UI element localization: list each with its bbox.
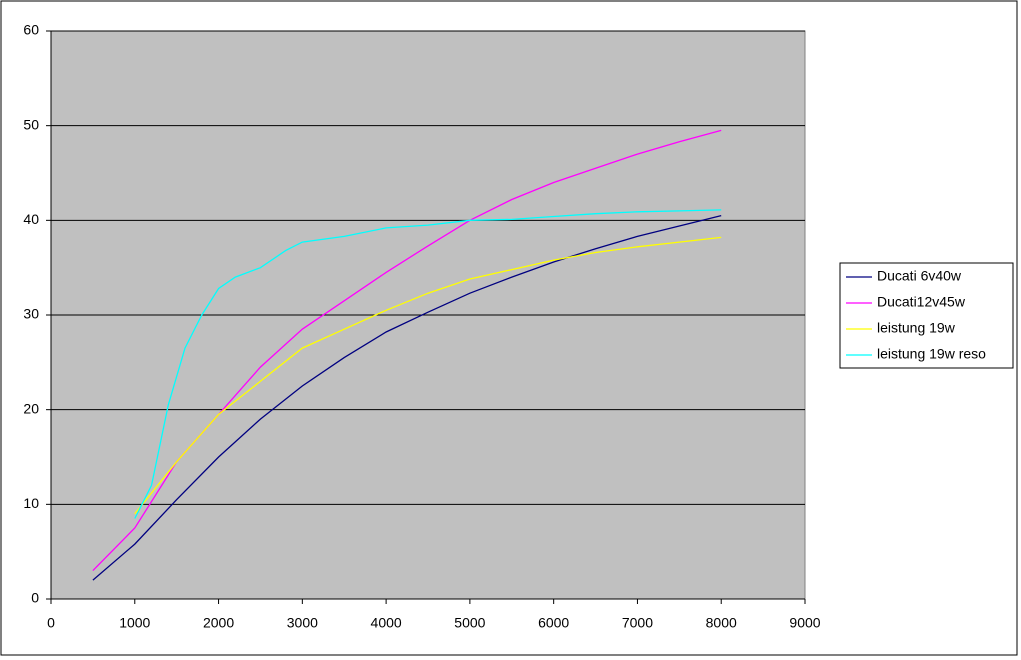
x-tick-label: 0 [47, 615, 55, 631]
x-tick-label: 8000 [706, 615, 737, 631]
x-tick-label: 9000 [789, 615, 820, 631]
x-tick-label: 4000 [371, 615, 402, 631]
y-tick-label: 60 [23, 22, 39, 38]
y-tick-label: 0 [31, 590, 39, 606]
x-tick-label: 1000 [119, 615, 150, 631]
y-tick-label: 30 [23, 306, 39, 322]
legend-label: Ducati12v45w [877, 294, 966, 310]
series-line [134, 209, 722, 519]
legend-label: leistung 19w [877, 320, 956, 336]
series-line [92, 214, 722, 581]
legend-label: Ducati 6v40w [877, 268, 962, 284]
y-tick-label: 50 [23, 116, 39, 132]
y-tick-label: 40 [23, 211, 39, 227]
x-tick-label: 7000 [622, 615, 653, 631]
y-tick-label: 20 [23, 400, 39, 416]
x-tick-label: 2000 [203, 615, 234, 631]
legend-label: leistung 19w reso [877, 346, 986, 362]
x-tick-label: 6000 [538, 615, 569, 631]
series-line [134, 236, 722, 515]
y-tick-label: 10 [23, 495, 39, 511]
x-tick-label: 3000 [287, 615, 318, 631]
legend-box [839, 262, 1014, 369]
x-tick-label: 5000 [454, 615, 485, 631]
